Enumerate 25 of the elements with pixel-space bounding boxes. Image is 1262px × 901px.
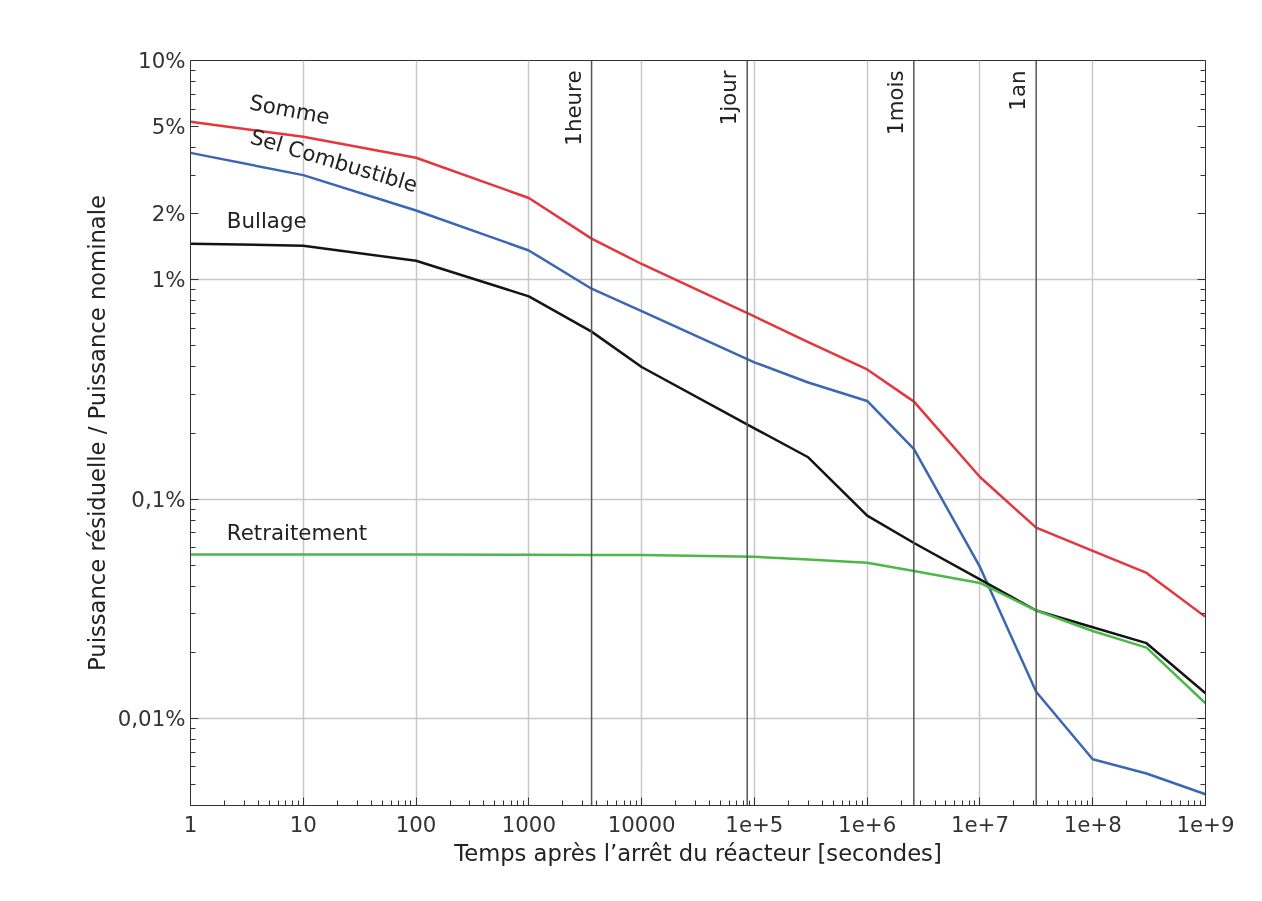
ref-line-label: 1an — [1005, 70, 1031, 111]
x-tick-label: 10 — [289, 811, 317, 837]
x-tick-label: 1000 — [501, 811, 556, 837]
y-tick-label: 1% — [151, 267, 186, 293]
ref-line-label: 1heure — [560, 70, 586, 146]
y-tick-label: 0,1% — [131, 486, 186, 512]
ref-line-label: 1jour — [716, 70, 742, 126]
y-tick-label: 0,01% — [117, 705, 186, 731]
x-tick-label: 1e+9 — [1176, 811, 1235, 837]
y-tick-label: 10% — [138, 48, 186, 73]
x-tick-label: 1e+6 — [838, 811, 897, 837]
y-tick-label: 2% — [151, 201, 186, 227]
series-label: Bullage — [226, 208, 307, 234]
x-tick-label: 1e+8 — [1063, 811, 1122, 837]
x-tick-label: 1e+7 — [950, 811, 1010, 837]
x-axis-title: Temps après l’arrêt du réacteur [secondes] — [453, 839, 942, 866]
y-axis-title: Puissance résiduelle / Puissance nominale — [83, 195, 110, 671]
x-tick-label: 1e+5 — [725, 811, 784, 837]
y-tick-label: 5% — [151, 114, 186, 139]
text: Somme — [247, 89, 332, 130]
ref-line-label: 1mois — [882, 70, 908, 135]
x-tick-label: 100 — [395, 811, 437, 837]
x-tick-label: 1 — [183, 811, 198, 837]
x-tick-label: 10000 — [607, 811, 676, 837]
series-label: Retraitement — [226, 519, 368, 545]
